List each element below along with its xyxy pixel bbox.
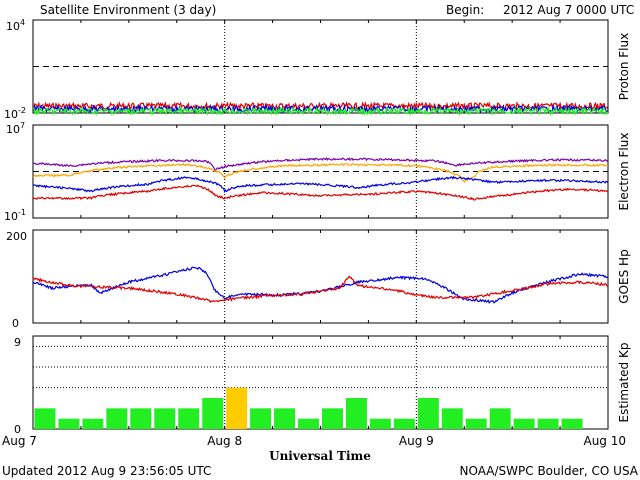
y-axis-label: GOES Hp <box>617 249 631 303</box>
y-tick-label: 200 <box>6 230 27 243</box>
kp-bar <box>58 418 80 429</box>
kp-bar <box>226 387 248 429</box>
kp-bar <box>130 408 152 429</box>
credit-text: NOAA/SWPC Boulder, CO USA <box>460 464 639 478</box>
kp-bar <box>106 408 128 429</box>
begin-value: 2012 Aug 7 0000 UTC <box>503 3 634 17</box>
kp-bar <box>82 418 104 429</box>
x-axis-label: Universal Time <box>269 449 371 463</box>
kp-bar <box>250 408 272 429</box>
kp-bar <box>561 418 583 429</box>
y-tick-label: 0 <box>12 317 19 330</box>
series-line <box>32 175 609 194</box>
y-axis-label: Estimated Kp <box>617 343 631 423</box>
series-line <box>32 156 609 172</box>
kp-bar <box>202 398 224 429</box>
y-axis-label: Proton Flux <box>617 33 631 100</box>
kp-bar <box>298 418 319 429</box>
y-tick-label: 0 <box>14 423 21 436</box>
y-tick-label: 104 <box>6 18 25 33</box>
x-tick-label: Aug 7 <box>2 434 37 448</box>
y-tick-label: 9 <box>14 336 21 349</box>
x-tick-labels: Aug 7 Aug 8 Aug 9 Aug 10 <box>2 434 626 448</box>
kp-bar <box>465 418 487 429</box>
goes-hp-panel: 200 0 GOES Hp <box>6 229 631 330</box>
kp-bar <box>513 418 535 429</box>
kp-bar <box>178 408 200 429</box>
series-line <box>32 266 609 304</box>
kp-bar <box>34 408 56 429</box>
y-axis-label: Electron Flux <box>617 133 631 211</box>
y-tick-label: 10-2 <box>4 106 26 121</box>
kp-bar <box>417 398 439 429</box>
series-line <box>32 162 609 184</box>
series-line <box>32 275 609 304</box>
kp-bar <box>369 418 391 429</box>
panel-frame <box>32 229 609 324</box>
x-tick-label: Aug 8 <box>207 434 242 448</box>
kp-bar <box>441 408 463 429</box>
begin-label: Begin: <box>446 3 484 17</box>
kp-bar <box>537 418 559 429</box>
y-tick-label: 107 <box>6 121 25 136</box>
kp-bar <box>154 408 176 429</box>
kp-bar <box>274 408 296 429</box>
series-line <box>32 184 609 201</box>
panel-frame <box>32 124 609 219</box>
y-tick-label: 10-1 <box>4 208 26 223</box>
x-tick-label: Aug 9 <box>399 434 434 448</box>
kp-bar <box>489 408 511 429</box>
plot-title: Satellite Environment (3 day) <box>40 3 216 17</box>
updated-timestamp: Updated 2012 Aug 9 23:56:05 UTC <box>2 464 211 478</box>
kp-bar <box>322 408 343 429</box>
estimated-kp-panel: 9 0 Estimated Kp <box>14 335 631 436</box>
kp-bar <box>345 398 367 429</box>
electron-flux-panel: 107 10-1 Electron Flux <box>4 121 631 223</box>
x-tick-label: Aug 10 <box>583 434 626 448</box>
proton-flux-panel: 104 10-2 Proton Flux <box>4 18 631 121</box>
panel-frame <box>32 19 609 114</box>
series-line <box>32 105 609 117</box>
kp-bar <box>393 418 415 429</box>
